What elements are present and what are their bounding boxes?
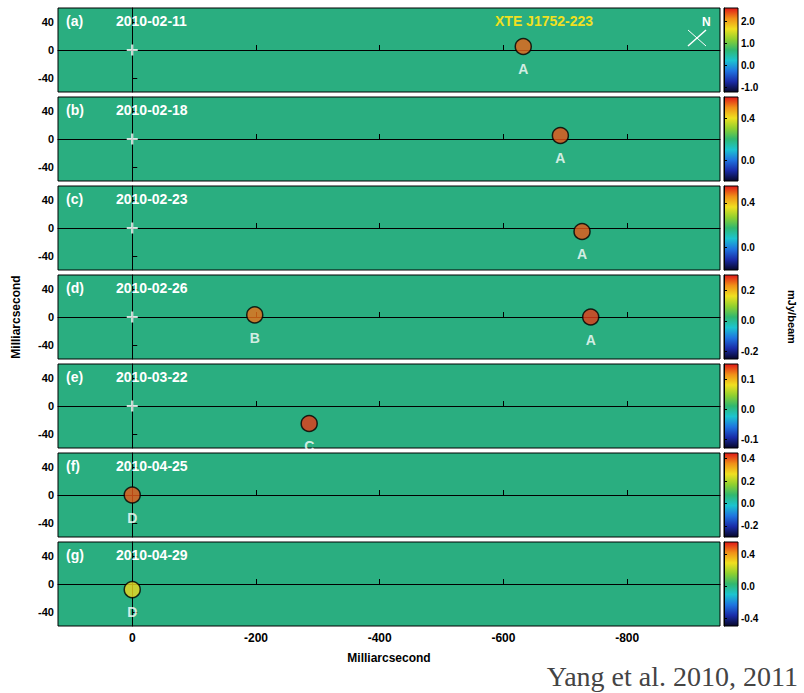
svg-text:0.0: 0.0 — [741, 242, 755, 253]
svg-text:-40: -40 — [38, 606, 54, 618]
svg-text:2.0: 2.0 — [741, 16, 755, 27]
svg-text:Milliarcsecond: Milliarcsecond — [347, 651, 430, 665]
svg-text:0: 0 — [48, 133, 54, 145]
svg-text:0.0: 0.0 — [741, 60, 755, 71]
svg-text:0.0: 0.0 — [741, 155, 755, 166]
svg-text:XTE J1752-223: XTE J1752-223 — [495, 13, 593, 29]
svg-text:Milliarcsecond: Milliarcsecond — [9, 275, 23, 358]
svg-text:40: 40 — [42, 16, 54, 28]
svg-text:-40: -40 — [38, 339, 54, 351]
svg-text:0: 0 — [48, 489, 54, 501]
svg-text:40: 40 — [42, 550, 54, 562]
svg-text:A: A — [577, 246, 587, 262]
svg-text:-1.0: -1.0 — [741, 82, 759, 93]
svg-text:-200: -200 — [244, 631, 268, 645]
svg-text:2010-03-22: 2010-03-22 — [116, 369, 188, 385]
svg-text:40: 40 — [42, 194, 54, 206]
svg-text:40: 40 — [42, 372, 54, 384]
svg-text:0.2: 0.2 — [741, 476, 755, 487]
svg-text:A: A — [586, 332, 596, 348]
svg-text:(f): (f) — [66, 458, 80, 474]
svg-text:(e): (e) — [66, 369, 83, 385]
svg-text:N: N — [702, 15, 711, 29]
svg-text:0.4: 0.4 — [741, 453, 755, 464]
svg-text:(a): (a) — [66, 13, 83, 29]
svg-text:0.0: 0.0 — [741, 315, 755, 326]
svg-text:Yang et al. 2010, 2011: Yang et al. 2010, 2011 — [547, 661, 798, 692]
svg-text:-40: -40 — [38, 517, 54, 529]
svg-text:2010-02-18: 2010-02-18 — [116, 102, 188, 118]
svg-text:-40: -40 — [38, 250, 54, 262]
svg-text:A: A — [518, 61, 528, 77]
svg-text:-40: -40 — [38, 428, 54, 440]
svg-text:0.0: 0.0 — [741, 498, 755, 509]
svg-text:-0.4: -0.4 — [741, 613, 759, 624]
svg-text:0.4: 0.4 — [741, 197, 755, 208]
svg-text:-800: -800 — [615, 631, 639, 645]
svg-text:(c): (c) — [66, 191, 83, 207]
svg-text:0: 0 — [48, 400, 54, 412]
svg-text:D: D — [127, 604, 137, 620]
svg-text:A: A — [555, 150, 565, 166]
svg-text:-0.2: -0.2 — [741, 346, 759, 357]
svg-text:0.0: 0.0 — [741, 404, 755, 415]
svg-text:0.2: 0.2 — [741, 285, 755, 296]
svg-text:0: 0 — [48, 311, 54, 323]
svg-text:-40: -40 — [38, 161, 54, 173]
svg-text:-0.2: -0.2 — [741, 520, 759, 531]
svg-text:0.1: 0.1 — [741, 374, 755, 385]
svg-text:0: 0 — [129, 631, 136, 645]
svg-text:-600: -600 — [491, 631, 515, 645]
svg-text:mJy/beam: mJy/beam — [786, 290, 798, 344]
svg-text:C: C — [304, 438, 314, 454]
svg-text:0: 0 — [48, 44, 54, 56]
svg-text:1.0: 1.0 — [741, 38, 755, 49]
svg-text:0.4: 0.4 — [741, 113, 755, 124]
svg-text:(d): (d) — [66, 280, 84, 296]
svg-text:2010-02-26: 2010-02-26 — [116, 280, 188, 296]
svg-text:40: 40 — [42, 105, 54, 117]
svg-text:(b): (b) — [66, 102, 84, 118]
svg-text:-40: -40 — [38, 72, 54, 84]
svg-text:2010-02-23: 2010-02-23 — [116, 191, 188, 207]
svg-text:-0.1: -0.1 — [741, 434, 759, 445]
svg-text:(g): (g) — [66, 547, 84, 563]
svg-text:0: 0 — [48, 578, 54, 590]
svg-text:2010-04-29: 2010-04-29 — [116, 547, 188, 563]
svg-text:0.0: 0.0 — [741, 581, 755, 592]
svg-text:40: 40 — [42, 283, 54, 295]
svg-text:2010-02-11: 2010-02-11 — [116, 13, 187, 29]
svg-text:2010-04-25: 2010-04-25 — [116, 458, 188, 474]
svg-text:-400: -400 — [368, 631, 392, 645]
svg-text:0: 0 — [48, 222, 54, 234]
svg-text:40: 40 — [42, 461, 54, 473]
svg-text:0.4: 0.4 — [741, 549, 755, 560]
svg-text:B: B — [250, 330, 260, 346]
svg-text:D: D — [127, 510, 137, 526]
